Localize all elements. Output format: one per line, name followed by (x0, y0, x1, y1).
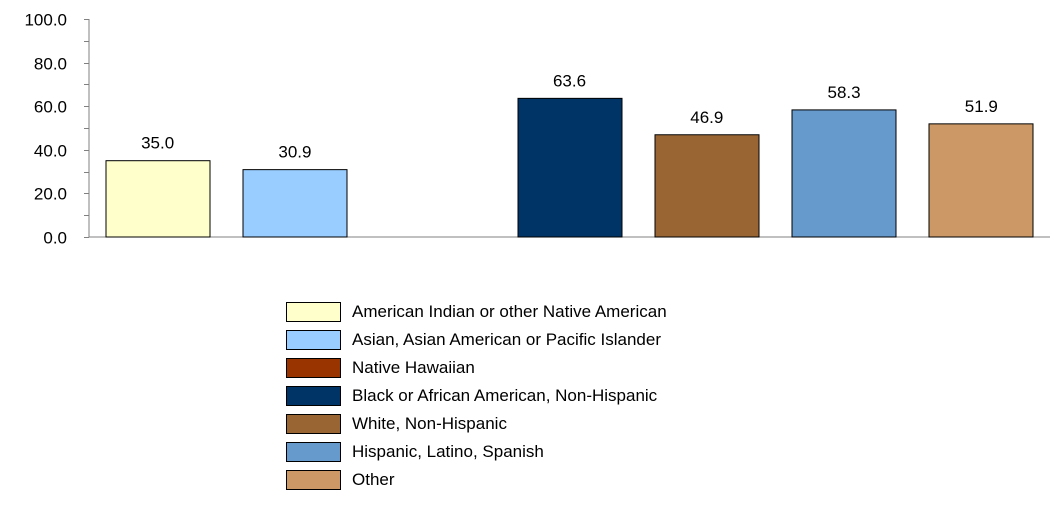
data-labels: 35.0 30.9 63.6 46.9 58.3 51.9 (141, 71, 998, 161)
legend-item: Asian, Asian American or Pacific Islande… (286, 326, 806, 354)
legend-swatch (286, 414, 341, 434)
bar (791, 109, 897, 238)
bar (242, 169, 348, 238)
y-tick-label: 0.0 (43, 229, 67, 248)
legend-label: White, Non-Hispanic (352, 414, 507, 433)
legend-item: White, Non-Hispanic (286, 410, 806, 438)
legend-item: American Indian or other Native American (286, 298, 806, 326)
bar-value-label: 30.9 (278, 143, 311, 162)
bar-value-label: 58.3 (828, 83, 861, 102)
bar-value-label: 46.9 (690, 108, 723, 127)
legend-swatch (286, 470, 341, 490)
y-tick-label: 40.0 (34, 142, 67, 161)
bars (105, 97, 1034, 238)
legend-label: Black or African American, Non-Hispanic (352, 386, 658, 405)
bar (928, 123, 1034, 238)
y-tick-label: 80.0 (34, 55, 67, 74)
legend-label: Asian, Asian American or Pacific Islande… (352, 330, 661, 349)
bar-value-label: 35.0 (141, 134, 174, 153)
y-tick-label: 20.0 (34, 185, 67, 204)
legend-label: Other (352, 470, 395, 489)
legend-label: American Indian or other Native American (352, 302, 667, 321)
legend: American Indian or other Native American… (286, 298, 806, 494)
legend-swatch (286, 386, 341, 406)
legend-label: Native Hawaiian (352, 358, 475, 377)
legend-item: Native Hawaiian (286, 354, 806, 382)
legend-swatch (286, 442, 341, 462)
bar (105, 160, 211, 238)
legend-item: Black or African American, Non-Hispanic (286, 382, 806, 410)
bar (654, 134, 760, 238)
legend-label: Hispanic, Latino, Spanish (352, 442, 544, 461)
y-tick-label: 60.0 (34, 98, 67, 117)
legend-swatch (286, 330, 341, 350)
legend-item: Hispanic, Latino, Spanish (286, 438, 806, 466)
bar-value-label: 51.9 (965, 97, 998, 116)
bar (517, 97, 623, 238)
legend-swatch (286, 302, 341, 322)
y-tick-label: 100.0 (24, 11, 67, 30)
legend-swatch (286, 358, 341, 378)
legend-item: Other (286, 466, 806, 494)
bar-value-label: 63.6 (553, 71, 586, 90)
